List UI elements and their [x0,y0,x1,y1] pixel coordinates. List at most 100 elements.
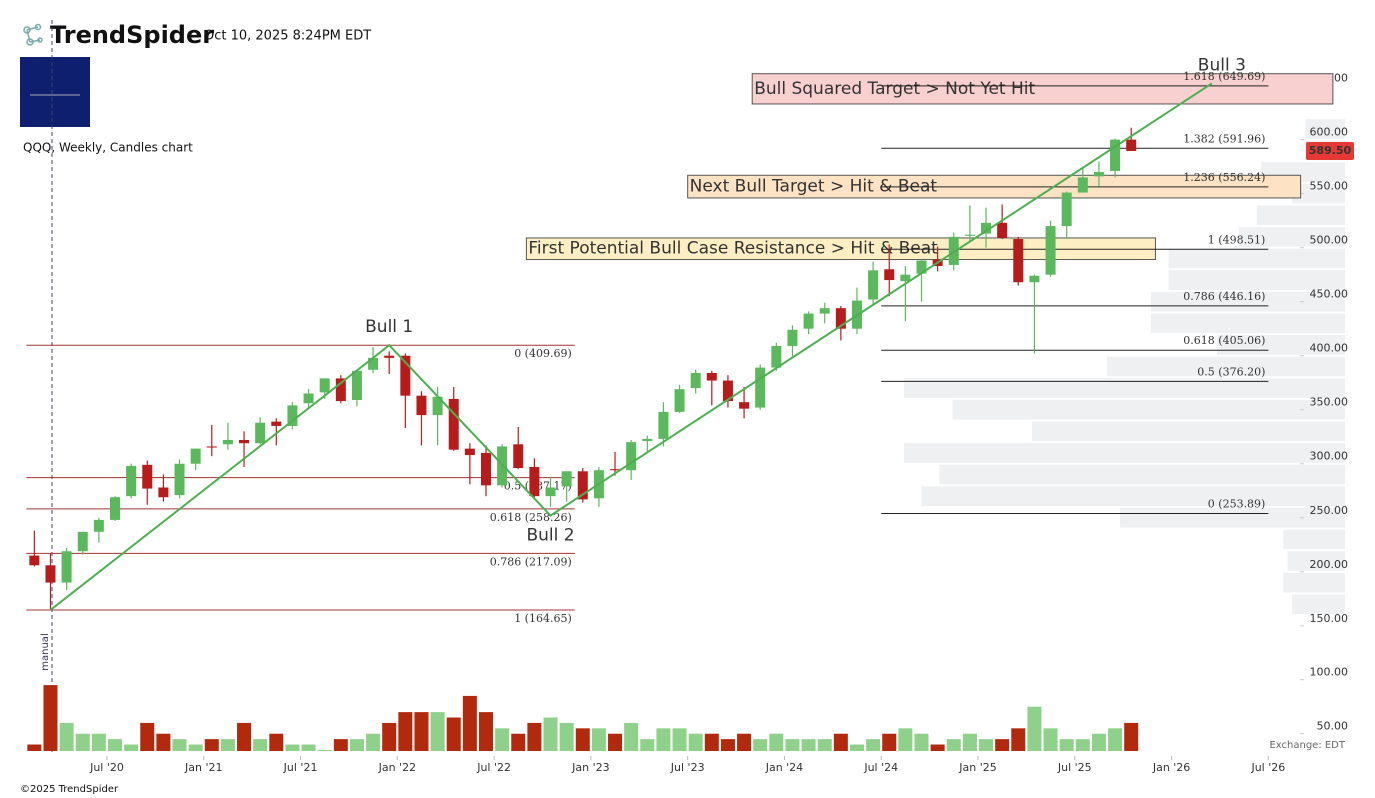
volume-bar [333,739,348,751]
volume-bar [188,744,203,751]
candle-body [658,411,669,439]
candle-body [93,519,104,532]
y-tick-label: 200.00 [1310,558,1349,571]
volume-bar [946,739,961,751]
profile-bar [921,486,1345,506]
volume-bar [849,744,864,751]
wave-label: Bull 3 [1198,55,1246,75]
volume-bar [930,744,945,751]
volume-bar [817,739,832,751]
volume-bar [882,733,897,751]
y-tick-label: 450.00 [1310,288,1349,301]
candle-body [368,357,379,370]
y2-tick-label: 50.00 [1317,720,1349,733]
volume-bar [914,733,929,751]
candle-body [384,355,395,358]
profile-bar [1120,507,1345,528]
candle-body [158,487,169,498]
profile-bar [1168,248,1345,269]
profile-bar [1292,183,1345,204]
candle-body [271,421,282,426]
x-tick-label: Jan '25 [958,761,996,774]
volume-bar [495,728,510,751]
fib-label: 0.618 (258.26) [490,511,572,524]
candle-body [61,551,72,583]
volume-bar [995,739,1010,751]
volume-profile [904,119,1345,614]
volume-bar [462,695,477,751]
volume-bar [349,739,364,751]
wave-line [49,82,1213,611]
fib-label: 1.618 (649.69) [1183,70,1265,83]
x-tick-label: Jul '24 [863,761,898,774]
volume-bar [124,744,139,751]
y-tick-label: 550.00 [1310,180,1349,193]
chart-subtitle: QQQ, Weekly, Candles chart [23,141,193,155]
fib-label: 0.5 (376.20) [1197,365,1265,378]
volume-bar [624,722,639,751]
candle-body [642,438,653,442]
candle-body [819,308,830,314]
candle-body [45,565,56,583]
candle-body [206,446,217,448]
candle-body [1110,139,1121,171]
timestamp: Oct 10, 2025 8:24PM EDT [204,29,371,44]
candle-body [964,234,975,236]
volume-bar [59,722,74,751]
volume-bar [688,733,703,751]
candle-body [1061,192,1072,227]
brand: TrendSpider [50,21,214,49]
candle-body [464,448,475,456]
volume-bar [801,739,816,751]
target-zone [751,73,1334,105]
profile-bar [1031,421,1345,442]
volume-bar [704,733,719,751]
candle-body [868,270,879,300]
candle-body [1013,239,1024,283]
candle-body [610,469,621,471]
candle-body [981,222,992,234]
fib-label: 0.618 (405.06) [1183,334,1265,347]
volume-bar [898,728,913,751]
candle-body [1045,226,1056,275]
candle-body [126,465,137,497]
candle-body [755,367,766,408]
candle-body [255,422,266,444]
volume-bar [253,739,268,751]
y-tick-label: 500.00 [1310,234,1349,247]
volume-bar [1059,739,1074,751]
profile-bar [1150,291,1345,312]
volume-bar [108,739,122,751]
profile-bar [1256,205,1345,226]
candle-body [1077,177,1088,193]
candle-body [916,260,927,274]
candle-body [577,471,588,500]
x-tick-label: Jul '25 [1057,761,1092,774]
volume-bar [382,722,397,751]
fib-label: 0.786 (217.09) [490,555,572,568]
x-tick-label: Jan '26 [1152,761,1190,774]
profile-bar [904,443,1345,463]
wave-label: Bull 2 [526,526,574,546]
volume-bar [398,712,413,751]
candle-body [529,466,540,497]
y-tick-label: 150.00 [1310,612,1349,625]
candle-body [110,497,120,520]
candle-body [787,329,798,346]
x-tick-label: Jul '23 [670,761,705,774]
volume-bar [430,712,445,751]
candle-body [480,452,491,486]
exchange-note: Exchange: EDT [1269,740,1345,751]
candle-body [239,439,250,444]
volume-bar [156,733,171,751]
target-zone [525,237,1156,261]
volume-bar [543,717,558,751]
x-tick-label: Jan '22 [378,761,416,774]
profile-bar [1287,551,1345,571]
x-tick-label: Jul '26 [1250,761,1285,774]
candle-body [626,442,637,471]
volume-bar [656,728,671,751]
candle-body [400,355,411,396]
volume-bar [91,733,106,751]
fib-label: 0 (253.89) [1208,498,1266,511]
